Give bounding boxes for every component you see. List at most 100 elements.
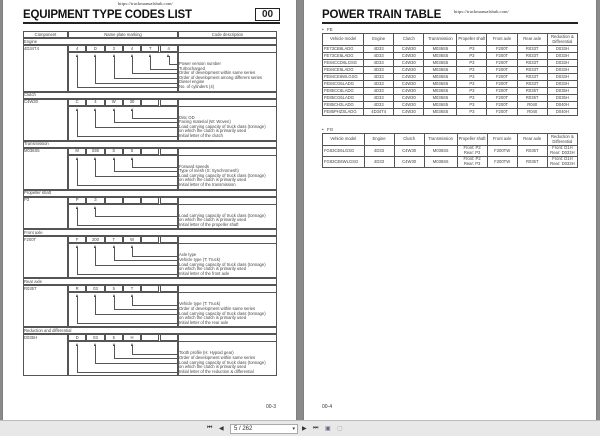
name-plate-box: M [75, 148, 79, 154]
name-plate-box: W [130, 236, 135, 242]
table-cell [68, 147, 87, 155]
arrow-head-icon [75, 54, 78, 57]
arrow-line [77, 158, 78, 186]
single-page-view-icon[interactable]: ▣ [325, 426, 331, 432]
component-model: D035H [24, 334, 38, 340]
table-cell [86, 285, 105, 293]
divider [68, 341, 277, 342]
code-description: Vehicle type (T: Truck) [179, 301, 221, 307]
arrow-line [95, 345, 96, 363]
code-description: Initial letter of the reduction & differ… [179, 368, 254, 374]
component-model: R035T [24, 285, 37, 291]
table-cell [141, 285, 160, 293]
table-cell: 4D33 [363, 101, 395, 109]
name-plate-box: T [112, 236, 116, 242]
table-cell: F200T [486, 80, 518, 88]
arrow-line [113, 171, 178, 172]
table-cell: M036S5 [423, 73, 458, 81]
arrow-line [77, 185, 178, 186]
name-plate-box: R [75, 285, 79, 291]
name-plate-box: 4 [75, 45, 79, 51]
arrow-line [168, 56, 170, 65]
arrow-line [132, 304, 178, 306]
table-row: FE84CG6LADG 4D33 C4W30 M036S5 P3 F200T R033T D0… [321, 80, 579, 88]
table-cell [178, 334, 277, 377]
page-number: 00-3 [266, 404, 277, 410]
code-description: Forward speeds [179, 163, 210, 169]
previous-page-button[interactable]: ◀ [219, 426, 224, 432]
table-cell: FG83CE6LGSG [322, 145, 365, 157]
code-description: Diesel engine [179, 79, 205, 85]
divider [68, 52, 277, 53]
table-cell: R040 [516, 101, 548, 109]
arrow-line [113, 296, 115, 310]
table-cell: FE73CB6LADG [321, 45, 365, 53]
table-cell [23, 38, 277, 45]
column-header: Rear axle [516, 33, 548, 46]
table-row: FE73CE6LADG 4D33 C4W30 M036S5 P3 F200T R033T D0… [321, 52, 579, 60]
table-cell [104, 285, 123, 293]
table-cell: F200T [486, 52, 518, 60]
table-cell: R035T [516, 156, 548, 168]
title-rule [322, 22, 578, 24]
table-cell [178, 31, 277, 38]
section-label: Clutch [24, 92, 36, 98]
table-cell: P3 [456, 45, 488, 53]
code-description: Load carrying capacity of truck class (t… [179, 310, 266, 316]
arrow-head-icon [167, 54, 170, 57]
code-description: Tooth profile (H: Hypoid gear) [179, 350, 234, 356]
table-cell [141, 196, 160, 204]
arrow-head-icon [130, 294, 133, 298]
name-plate-box: 4 [167, 45, 170, 51]
arrow-head-icon [112, 245, 115, 249]
dropdown-arrow-icon[interactable]: ▾ [292, 426, 295, 432]
column-header: Component [34, 31, 57, 37]
table-cell: C4W30 [393, 108, 425, 116]
page-number-field[interactable]: 5 / 262 ▾ [230, 424, 298, 434]
arrow-head-icon [94, 245, 97, 249]
table-cell [141, 334, 160, 342]
arrow-line [132, 158, 133, 167]
table-cell: R035T [516, 87, 548, 95]
watermark: https://truckmanualshub.com/ [118, 1, 173, 6]
column-header: Clutch [393, 133, 425, 146]
code-description: Initial letter of the propeller shaft [179, 221, 239, 227]
table-cell: 4D33 [363, 80, 395, 88]
table-cell: C4W30 [393, 66, 425, 74]
first-page-button[interactable]: ⏮ [207, 425, 213, 431]
table-cell [178, 236, 277, 279]
table-cell: Front: D1H Rear: D033H [546, 145, 579, 157]
table-cell [104, 334, 123, 342]
table-row: FG83CE6WLGSG 4D33 C4W30 M036S5 Front: P2 Rea… [322, 156, 579, 168]
next-page-button[interactable]: ▶ [302, 426, 307, 432]
table-cell: F200T [486, 101, 518, 109]
table-cell: 4D33 [363, 73, 395, 81]
left-page: EQUIPMENT TYPE CODES LIST https://truckm… [3, 0, 296, 420]
code-description: Load carrying capacity of truck class (t… [179, 172, 266, 178]
table-row: FG83CE6LGSG 4D33 C4W30 M036S5 Front: P2 Rear… [322, 145, 579, 157]
arrow-line [77, 323, 178, 324]
arrow-line [168, 64, 178, 65]
table-cell [68, 98, 87, 106]
code-description: Facing material (W: Woven) [179, 119, 231, 125]
table-cell: Front: P2 Rear: P3 [456, 156, 488, 168]
code-description: No. of cylinders (4) [179, 84, 215, 89]
table-cell: R033T [516, 80, 548, 88]
code-description: Initial letter of the rear axle [179, 319, 229, 325]
arrow-head-icon [94, 294, 97, 298]
last-page-button[interactable]: ⏭ [313, 425, 319, 431]
arrow-head-icon [75, 343, 78, 347]
table-cell: F200T [486, 66, 518, 74]
name-plate-box: W [111, 99, 116, 105]
table-cell [23, 278, 277, 286]
table-cell: 4D33 [363, 145, 395, 157]
table-cell: F200TW [486, 156, 518, 168]
code-description: Turbocharged [179, 65, 205, 71]
table-cell: D035H [546, 94, 579, 102]
column-header: Rear axle [516, 133, 548, 146]
two-page-view-icon[interactable]: ▢ [337, 426, 343, 432]
code-description: on which the clutch is primarily used [179, 315, 247, 321]
arrow-head-icon [130, 156, 133, 160]
code-description: Disc OD [179, 114, 195, 120]
arrow-line [95, 215, 178, 217]
